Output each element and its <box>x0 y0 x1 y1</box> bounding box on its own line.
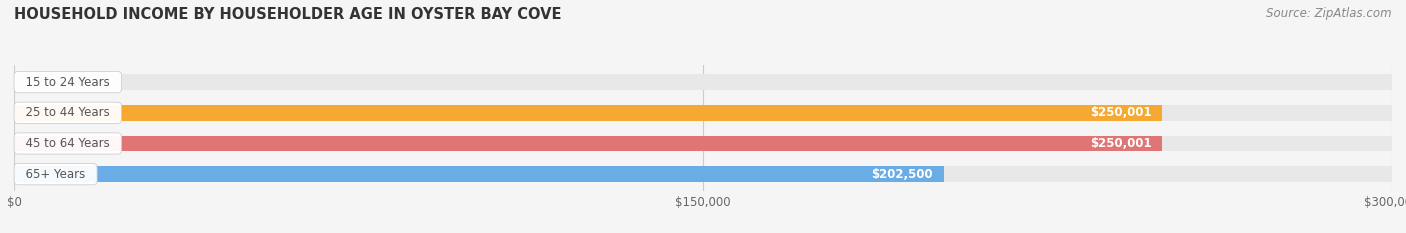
Bar <box>14 136 1163 151</box>
Bar <box>14 105 1392 121</box>
Bar <box>14 136 1392 151</box>
Text: HOUSEHOLD INCOME BY HOUSEHOLDER AGE IN OYSTER BAY COVE: HOUSEHOLD INCOME BY HOUSEHOLDER AGE IN O… <box>14 7 561 22</box>
Text: 65+ Years: 65+ Years <box>18 168 93 181</box>
Text: $250,001: $250,001 <box>1090 106 1152 119</box>
Bar <box>14 74 1392 90</box>
Text: $0: $0 <box>69 76 86 89</box>
Text: 25 to 44 Years: 25 to 44 Years <box>18 106 118 119</box>
Text: 15 to 24 Years: 15 to 24 Years <box>18 76 118 89</box>
Text: $250,001: $250,001 <box>1090 137 1152 150</box>
Bar <box>14 105 1163 121</box>
Bar <box>14 166 1392 182</box>
Bar <box>14 166 945 182</box>
Text: 45 to 64 Years: 45 to 64 Years <box>18 137 118 150</box>
Text: $202,500: $202,500 <box>872 168 934 181</box>
Text: Source: ZipAtlas.com: Source: ZipAtlas.com <box>1267 7 1392 20</box>
